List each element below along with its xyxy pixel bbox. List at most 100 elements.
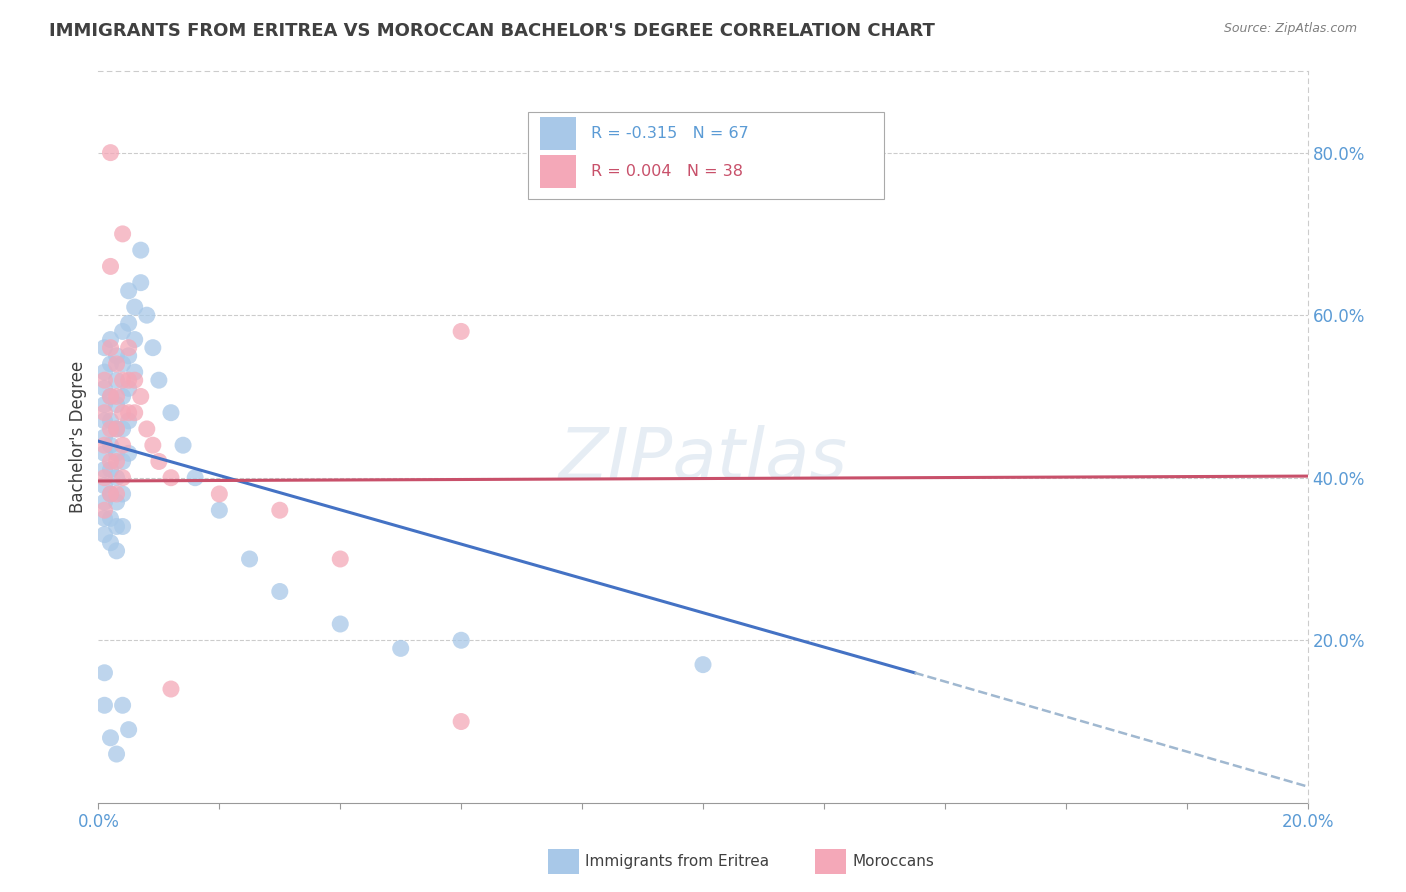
Point <box>93 373 115 387</box>
Point <box>118 446 141 460</box>
Point <box>93 398 115 412</box>
Point <box>129 243 152 257</box>
Point <box>93 438 115 452</box>
Point <box>111 519 134 533</box>
Point <box>93 381 115 395</box>
Point <box>111 325 134 339</box>
Point <box>100 438 122 452</box>
Point <box>239 552 262 566</box>
Point <box>93 341 115 355</box>
Point <box>93 414 115 428</box>
Point <box>100 487 122 501</box>
Point <box>100 333 122 347</box>
Point <box>105 422 128 436</box>
Point <box>93 527 115 541</box>
Point <box>118 723 141 737</box>
Point <box>111 487 134 501</box>
Point <box>105 357 128 371</box>
Point <box>111 471 134 485</box>
Point <box>111 227 134 241</box>
Point <box>100 389 122 403</box>
Point <box>93 511 115 525</box>
Point <box>100 487 122 501</box>
Point <box>100 731 122 745</box>
Point <box>329 552 352 566</box>
Point <box>450 633 472 648</box>
Point <box>93 698 115 713</box>
Point <box>389 641 412 656</box>
Point <box>269 503 291 517</box>
Point <box>148 454 170 468</box>
Bar <box>540 155 576 188</box>
Bar <box>540 117 576 150</box>
Point <box>118 341 141 355</box>
Point <box>118 414 141 428</box>
Point <box>450 714 472 729</box>
Point <box>93 430 115 444</box>
Point <box>450 325 472 339</box>
Point <box>93 471 115 485</box>
Point <box>692 657 714 672</box>
Point <box>118 381 141 395</box>
Point <box>100 454 122 468</box>
Point <box>105 519 128 533</box>
Y-axis label: Bachelor's Degree: Bachelor's Degree <box>69 361 87 513</box>
Point <box>105 422 128 436</box>
Text: Immigrants from Eritrea: Immigrants from Eritrea <box>585 855 769 869</box>
Point <box>118 373 141 387</box>
Point <box>105 495 128 509</box>
Text: Source: ZipAtlas.com: Source: ZipAtlas.com <box>1223 22 1357 36</box>
Point <box>100 511 122 525</box>
Point <box>269 584 291 599</box>
Point <box>111 422 134 436</box>
Point <box>93 406 115 420</box>
Point <box>105 389 128 403</box>
Point <box>105 446 128 460</box>
Point <box>208 503 231 517</box>
Text: R = 0.004   N = 38: R = 0.004 N = 38 <box>591 164 742 179</box>
Point <box>118 316 141 330</box>
Point <box>184 471 207 485</box>
Text: Moroccans: Moroccans <box>852 855 934 869</box>
Text: ZIPatlas: ZIPatlas <box>558 425 848 493</box>
Point <box>124 300 146 314</box>
Point <box>105 487 128 501</box>
Point <box>124 365 146 379</box>
Point <box>118 284 141 298</box>
Point <box>124 373 146 387</box>
Point <box>100 462 122 476</box>
Point <box>111 698 134 713</box>
Point <box>100 414 122 428</box>
Point <box>93 665 115 680</box>
Point <box>100 535 122 549</box>
Point <box>100 389 122 403</box>
Point <box>142 438 165 452</box>
Point <box>105 398 128 412</box>
Point <box>111 357 134 371</box>
Point <box>105 454 128 468</box>
Point <box>111 389 134 403</box>
Point <box>93 495 115 509</box>
Point <box>142 341 165 355</box>
Point <box>129 276 152 290</box>
Point <box>111 373 134 387</box>
Point <box>172 438 194 452</box>
Point <box>118 406 141 420</box>
Point <box>124 406 146 420</box>
Point <box>111 438 134 452</box>
Point <box>93 503 115 517</box>
Text: R = -0.315   N = 67: R = -0.315 N = 67 <box>591 126 748 141</box>
Point <box>160 681 183 696</box>
Point <box>100 422 122 436</box>
Point <box>105 544 128 558</box>
FancyBboxPatch shape <box>527 112 884 200</box>
Point <box>93 479 115 493</box>
Point <box>105 349 128 363</box>
Point <box>160 406 183 420</box>
Point <box>100 260 122 274</box>
Point <box>93 446 115 460</box>
Point <box>208 487 231 501</box>
Point <box>93 365 115 379</box>
Text: IMMIGRANTS FROM ERITREA VS MOROCCAN BACHELOR'S DEGREE CORRELATION CHART: IMMIGRANTS FROM ERITREA VS MOROCCAN BACH… <box>49 22 935 40</box>
Point <box>111 454 134 468</box>
